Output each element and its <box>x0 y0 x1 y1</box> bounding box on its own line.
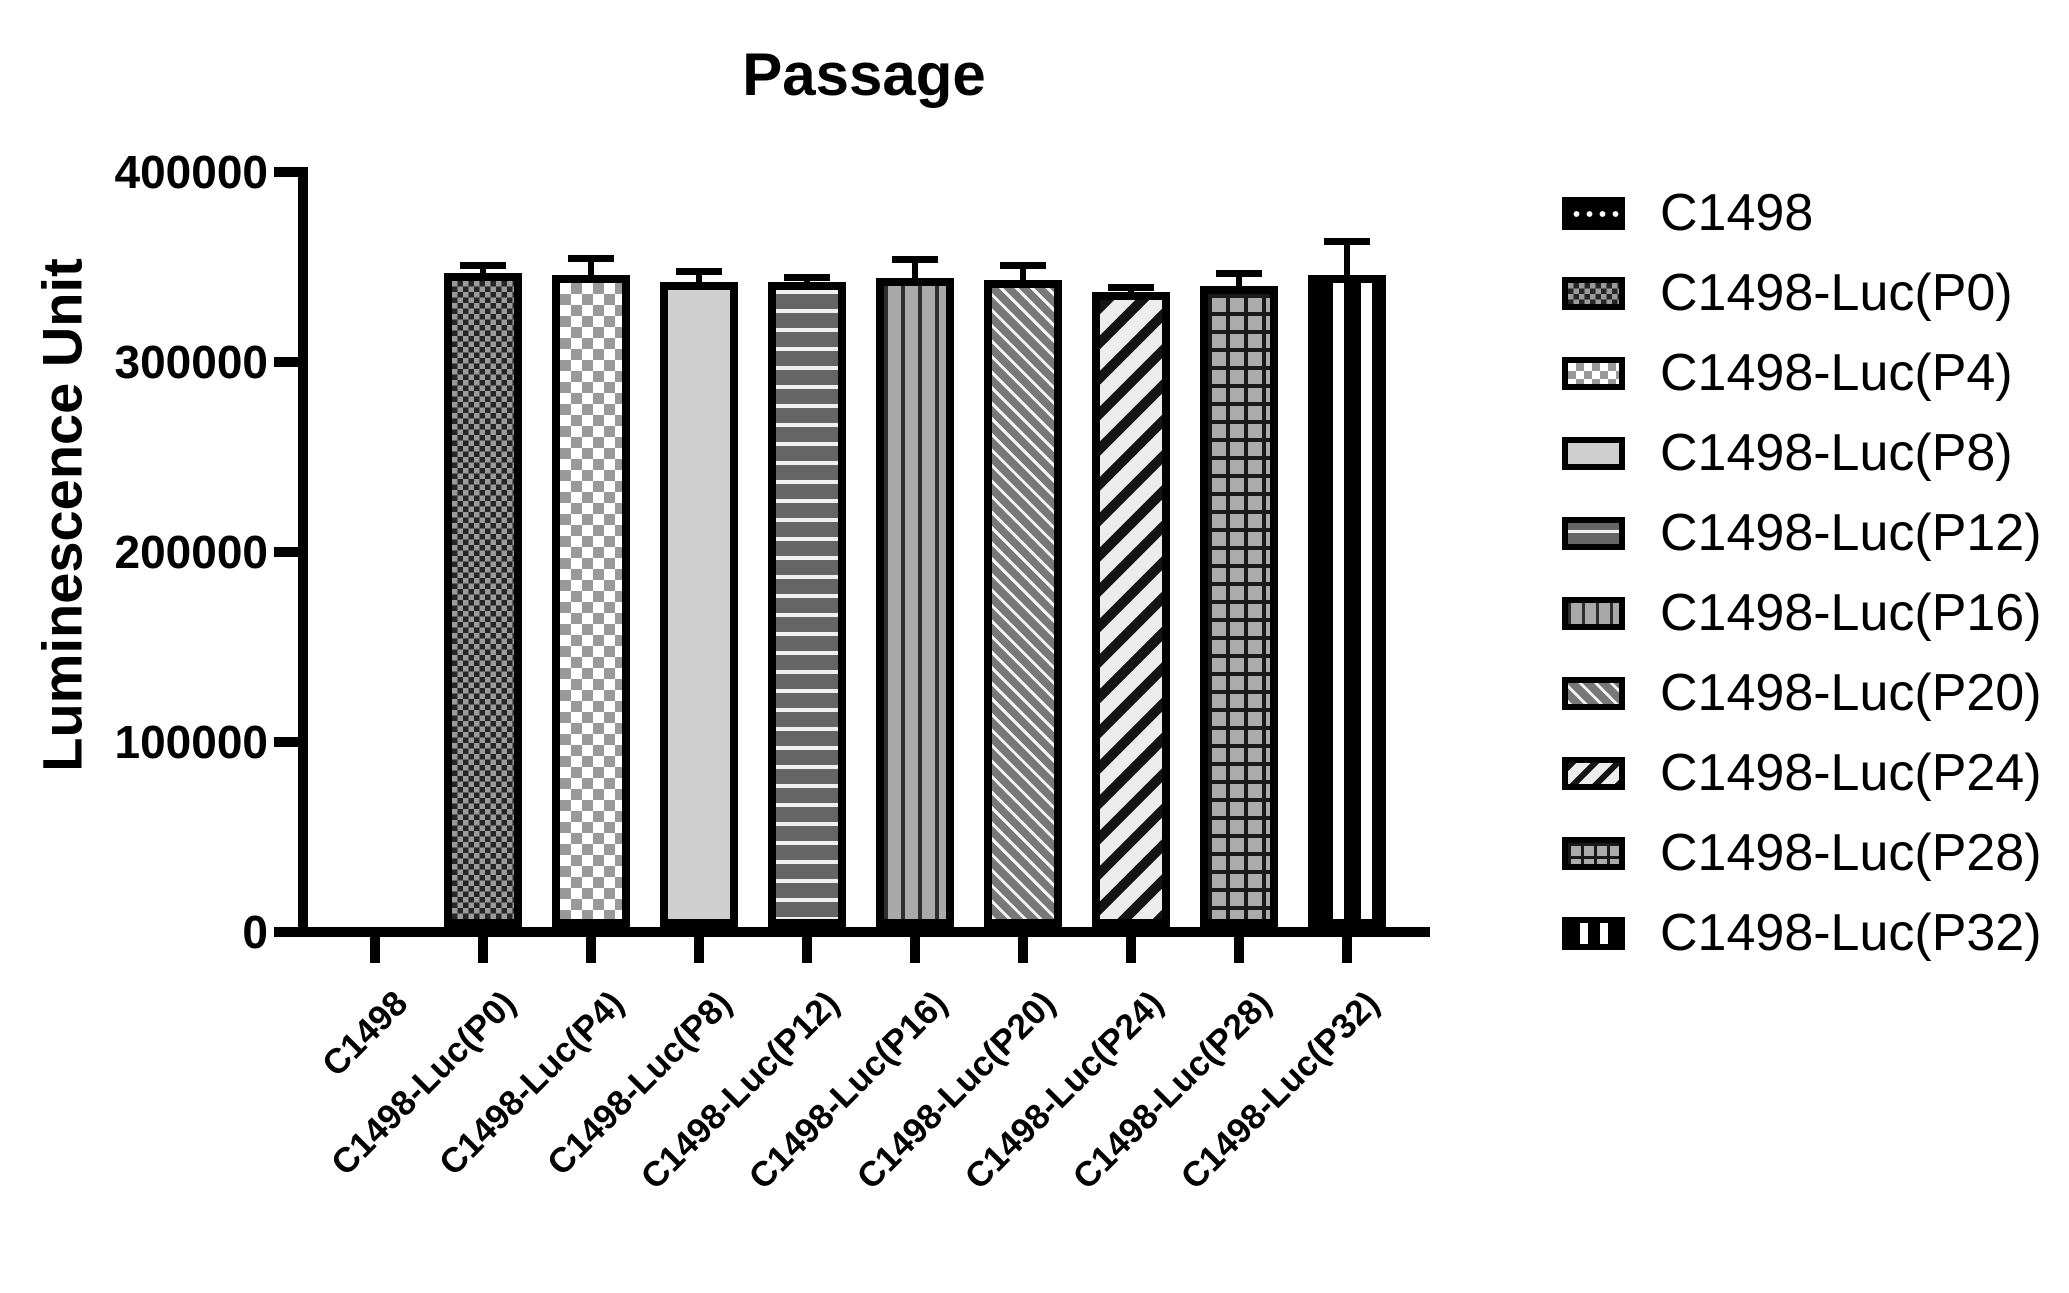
y-tick-label: 400000 <box>114 146 269 198</box>
legend-label: C1498-Luc(P24) <box>1660 744 2042 802</box>
x-tick-label: C1498-Luc(P12) <box>633 983 848 1197</box>
chart-title: Passage <box>742 41 986 108</box>
legend-label: C1498-Luc(P16) <box>1660 584 2042 642</box>
y-axis-tick <box>274 737 298 747</box>
x-axis-line <box>298 927 1430 937</box>
y-axis-tick <box>274 167 298 177</box>
x-axis-tick <box>478 937 488 963</box>
legend-item: C1498-Luc(P20) <box>1562 653 2042 733</box>
legend-swatch-vlines <box>1562 596 1625 630</box>
legend-swatch-grid <box>1562 836 1625 870</box>
legend-item: C1498 <box>1562 173 1813 253</box>
legend-item: C1498-Luc(P0) <box>1562 253 2013 333</box>
x-tick-label: C1498-Luc(P24) <box>957 983 1172 1197</box>
bar <box>444 272 522 927</box>
legend-item: C1498-Luc(P32) <box>1562 893 2042 973</box>
error-bar-cap <box>676 267 722 275</box>
x-axis-tick <box>1342 937 1352 963</box>
legend-swatch-checker-fine <box>1562 276 1625 310</box>
x-tick-label: C1498-Luc(P16) <box>741 983 956 1197</box>
legend-item: C1498-Luc(P24) <box>1562 733 2042 813</box>
error-bar-cap <box>460 262 506 270</box>
x-axis-tick <box>694 937 704 963</box>
legend-item: C1498-Luc(P12) <box>1562 493 2042 573</box>
legend-item: C1498-Luc(P16) <box>1562 573 2042 653</box>
bar <box>552 274 630 927</box>
legend-item: C1498-Luc(P4) <box>1562 333 2013 413</box>
x-axis-tick <box>1018 937 1028 963</box>
y-tick-label: 0 <box>242 906 268 958</box>
y-axis-tick <box>274 547 298 557</box>
bar <box>984 280 1062 927</box>
legend-label: C1498-Luc(P0) <box>1660 264 2013 322</box>
bar <box>768 282 846 927</box>
y-axis-line <box>298 167 308 937</box>
legend-swatch-checker-dark <box>1562 436 1625 470</box>
bar <box>660 282 738 927</box>
x-axis-tick <box>370 937 380 963</box>
bar <box>1092 291 1170 927</box>
error-bar-cap <box>892 256 938 264</box>
bar <box>1308 274 1386 927</box>
error-bar-cap <box>784 273 830 281</box>
bar <box>876 278 954 927</box>
legend-swatch-hlines <box>1562 516 1625 550</box>
error-bar-cap <box>1108 283 1154 291</box>
legend-label: C1498-Luc(P32) <box>1660 904 2042 962</box>
x-tick-label: C1498 <box>314 983 416 1085</box>
x-tick-label: C1498-Luc(P32) <box>1173 983 1388 1197</box>
bar <box>1200 286 1278 927</box>
x-tick-label: C1498-Luc(P20) <box>849 983 1064 1197</box>
x-axis-tick <box>802 937 812 963</box>
error-bar-cap <box>1324 238 1370 246</box>
legend-label: C1498 <box>1660 184 1814 242</box>
y-tick-label: 300000 <box>114 336 269 388</box>
legend-swatch-checker-light <box>1562 356 1625 390</box>
error-bar-cap <box>568 255 614 263</box>
x-axis-tick <box>1234 937 1244 963</box>
legend-swatch-diag-left <box>1562 676 1625 710</box>
legend-label: C1498-Luc(P4) <box>1660 344 2013 402</box>
error-bar-cap <box>1000 262 1046 270</box>
x-axis-tick <box>586 937 596 963</box>
legend-item: C1498-Luc(P8) <box>1562 413 2013 493</box>
legend-swatch-dots <box>1562 196 1625 230</box>
error-bar-whisker <box>1344 241 1350 295</box>
x-axis-tick <box>910 937 920 963</box>
x-tick-label: C1498-Luc(P28) <box>1065 983 1280 1197</box>
legend-label: C1498-Luc(P20) <box>1660 664 2042 722</box>
x-axis-tick <box>1126 937 1136 963</box>
y-tick-label: 200000 <box>114 526 269 578</box>
y-tick-label: 100000 <box>114 716 269 768</box>
legend-label: C1498-Luc(P12) <box>1660 504 2042 562</box>
legend-swatch-diag-right <box>1562 756 1625 790</box>
legend-item: C1498-Luc(P28) <box>1562 813 2042 893</box>
error-bar-cap <box>1216 269 1262 277</box>
y-axis-tick <box>274 927 298 937</box>
legend-label: C1498-Luc(P28) <box>1660 824 2042 882</box>
legend-swatch-vstripes <box>1562 916 1625 950</box>
legend-label: C1498-Luc(P8) <box>1660 424 2013 482</box>
y-axis-tick <box>274 357 298 367</box>
